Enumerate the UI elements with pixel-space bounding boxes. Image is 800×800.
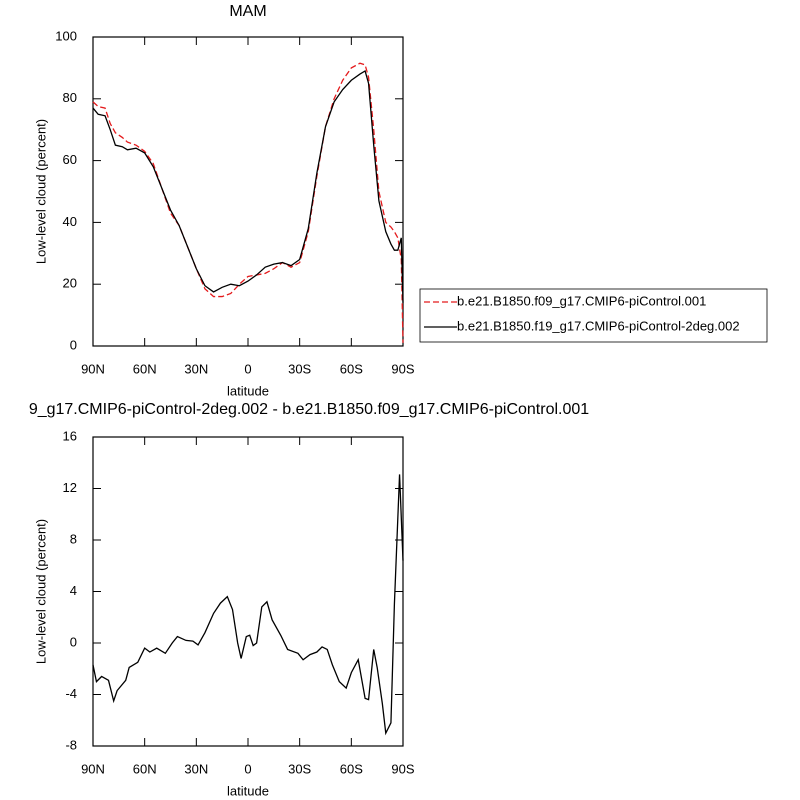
- legend-label: b.e21.B1850.f09_g17.CMIP6-piControl.001: [457, 293, 706, 308]
- data-line: [92, 474, 404, 736]
- y-axis-label: Low-level cloud (percent): [33, 119, 48, 264]
- y-tick-label: 20: [63, 276, 77, 291]
- y-axis-label: Low-level cloud (percent): [33, 519, 48, 664]
- legend-box: [419, 288, 768, 343]
- x-tick-label: 60S: [340, 361, 363, 376]
- y-tick-label: -8: [65, 737, 77, 752]
- y-tick-label: 0: [70, 634, 77, 649]
- x-axis-label: latitude: [227, 383, 269, 398]
- data-line: [92, 69, 404, 303]
- y-tick-label: 16: [63, 428, 77, 443]
- x-tick-label: 60N: [133, 361, 157, 376]
- x-tick-label: 0: [244, 361, 251, 376]
- y-tick-label: 0: [70, 337, 77, 352]
- x-tick-label: 60N: [133, 761, 157, 776]
- x-tick-label: 90N: [81, 361, 105, 376]
- plot-frame: [92, 36, 404, 347]
- x-tick-label: 30S: [288, 361, 311, 376]
- x-tick-label: 90S: [391, 361, 414, 376]
- x-axis-label: latitude: [227, 783, 269, 798]
- y-tick-label: -4: [65, 686, 77, 701]
- chart-title: 9_g17.CMIP6-piControl-2deg.002 - b.e21.B…: [29, 401, 589, 418]
- y-tick-label: 80: [63, 90, 77, 105]
- plot-frame: [92, 436, 404, 747]
- y-tick-label: 40: [63, 214, 77, 229]
- y-tick-label: 100: [55, 28, 77, 43]
- x-tick-label: 90N: [81, 761, 105, 776]
- y-tick-label: 12: [63, 480, 77, 495]
- x-tick-label: 30N: [184, 361, 208, 376]
- data-line: [92, 62, 404, 343]
- y-tick-label: 4: [70, 583, 77, 598]
- x-tick-label: 60S: [340, 761, 363, 776]
- y-tick-label: 8: [70, 531, 77, 546]
- legend-label: b.e21.B1850.f19_g17.CMIP6-piControl-2deg…: [457, 318, 740, 333]
- x-tick-label: 30N: [184, 761, 208, 776]
- y-tick-label: 60: [63, 152, 77, 167]
- chart-title: MAM: [229, 3, 266, 20]
- x-tick-label: 0: [244, 761, 251, 776]
- x-tick-label: 90S: [391, 761, 414, 776]
- x-tick-label: 30S: [288, 761, 311, 776]
